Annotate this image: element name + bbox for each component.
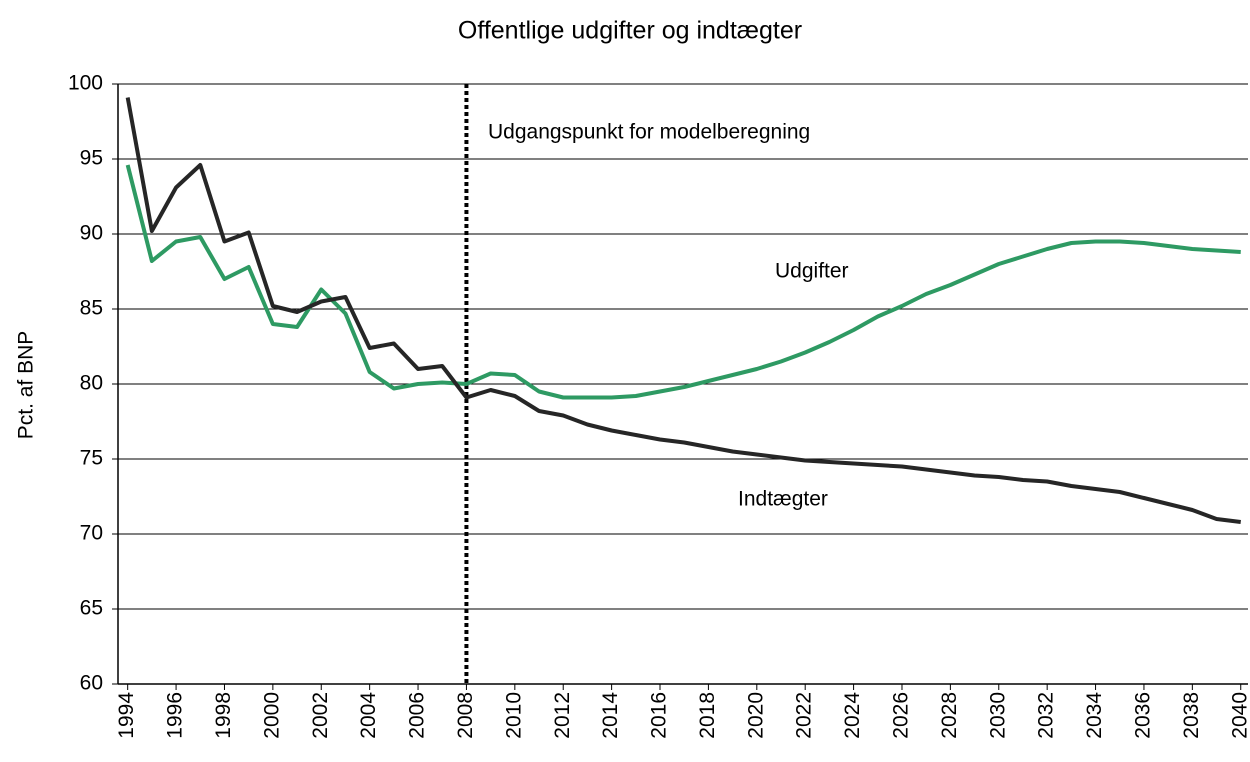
x-tick-label: 2036 — [1131, 692, 1154, 739]
x-tick-label: 2008 — [454, 692, 477, 739]
x-tick-label: 2034 — [1083, 692, 1106, 739]
y-tick-label: 90 — [80, 222, 103, 245]
y-tick-label: 70 — [80, 522, 103, 545]
y-tick-label: 60 — [80, 672, 103, 695]
x-tick-label: 1998 — [212, 692, 235, 739]
x-tick-label: 2012 — [551, 692, 574, 739]
x-tick-label: 2022 — [793, 692, 816, 739]
x-tick-label: 2032 — [1035, 692, 1058, 739]
y-tick-label: 75 — [80, 447, 103, 470]
data-line — [125, 164, 1241, 400]
x-tick-label: 2030 — [986, 692, 1009, 739]
x-tick-label: 1994 — [115, 692, 138, 739]
x-tick-label: 2014 — [599, 692, 622, 739]
annotation: Udgangspunkt for modelberegning — [488, 121, 810, 144]
x-tick-label: 2002 — [309, 692, 332, 739]
x-tick-label: 2024 — [841, 692, 864, 739]
y-tick-label: 80 — [80, 372, 103, 395]
x-tick-label: 2006 — [406, 692, 429, 739]
data-line — [125, 97, 1241, 524]
x-tick-label: 2010 — [502, 692, 525, 739]
y-tick-label: 95 — [80, 147, 103, 170]
x-tick-label: 2020 — [744, 692, 767, 739]
series-label: Udgifter — [775, 260, 849, 283]
x-tick-label: 2038 — [1180, 692, 1203, 739]
y-tick-label: 100 — [68, 72, 103, 95]
x-tick-label: 2028 — [938, 692, 961, 739]
chart-title: Offentlige udgifter og indtægter — [458, 17, 802, 45]
x-tick-label: 2000 — [260, 692, 283, 739]
x-tick-label: 2040 — [1228, 692, 1250, 739]
y-tick-label: 85 — [80, 297, 103, 320]
series-label: Indtægter — [738, 488, 828, 511]
x-tick-label: 2026 — [890, 692, 913, 739]
x-tick-label: 2016 — [648, 692, 671, 739]
y-axis-label: Pct. af BNP — [15, 331, 38, 440]
x-tick-label: 2018 — [696, 692, 719, 739]
y-tick-label: 65 — [80, 597, 103, 620]
x-tick-label: 1996 — [164, 692, 187, 739]
x-tick-label: 2004 — [357, 692, 380, 739]
